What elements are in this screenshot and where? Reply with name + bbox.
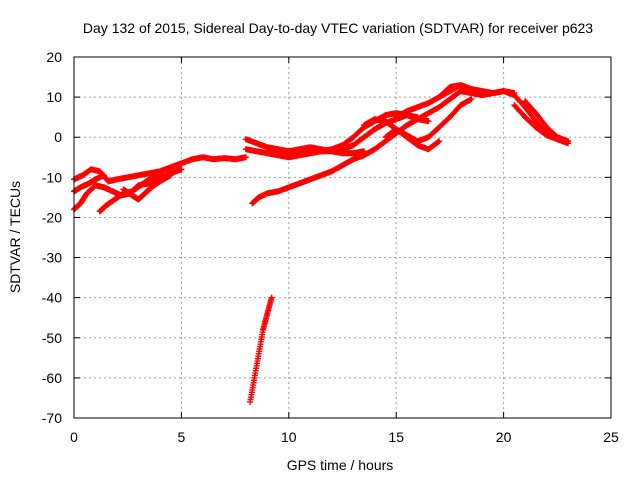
series-track-k	[360, 96, 475, 145]
x-tick-label: 0	[70, 429, 78, 445]
data-point	[360, 148, 367, 155]
plot-frame	[73, 56, 612, 419]
data-point	[435, 139, 442, 146]
data-point	[156, 172, 163, 179]
x-tick-label: 5	[178, 429, 186, 445]
y-tick-label: 20	[46, 49, 62, 65]
series-track-b	[71, 172, 108, 195]
data-point	[101, 172, 108, 179]
series-track-h	[242, 136, 367, 157]
y-tick-label: -40	[42, 290, 62, 306]
series-track-a	[71, 154, 249, 185]
series-track-d	[96, 172, 163, 215]
data-point	[242, 154, 249, 161]
y-axis-label: SDTVAR / TECUs	[7, 181, 23, 293]
y-tick-label: 0	[54, 129, 62, 145]
x-tick-label: 25	[603, 429, 619, 445]
data-point	[167, 172, 174, 179]
y-tick-label: 10	[46, 89, 62, 105]
chart-title: Day 132 of 2015, Sidereal Day-to-day VTE…	[83, 20, 593, 36]
y-tick-label: -10	[42, 169, 62, 185]
series-track-p	[522, 98, 572, 145]
y-tick-label: -50	[42, 330, 62, 346]
data-point	[468, 96, 475, 103]
series-track-e	[120, 172, 174, 203]
tick-labels: 0 5 10 15 20 25 -70 -60 -50 -40 -30 -20 -10 0 10 20	[42, 49, 619, 445]
x-axis-label: GPS time / hours	[287, 457, 394, 473]
y-tick-label: -70	[42, 410, 62, 426]
data-points	[71, 82, 572, 405]
data-point	[436, 138, 443, 145]
data-point	[268, 294, 275, 301]
x-tick-label: 15	[388, 429, 404, 445]
x-tick-label: 10	[281, 429, 297, 445]
data-point	[425, 118, 432, 125]
data-point	[565, 138, 572, 145]
y-tick-label: -30	[42, 250, 62, 266]
y-tick-label: -20	[42, 209, 62, 225]
y-tick-label: -60	[42, 370, 62, 386]
x-tick-label: 20	[496, 429, 512, 445]
series-track-l	[382, 126, 443, 153]
series-track-f	[247, 294, 275, 405]
data-point	[178, 166, 185, 173]
